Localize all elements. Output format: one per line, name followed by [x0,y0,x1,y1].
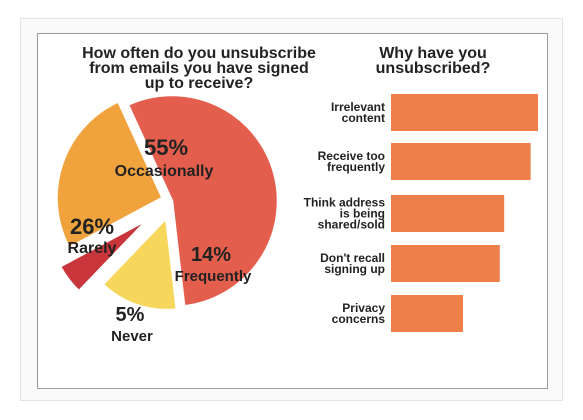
pie-label-occasionally: Occasionally [115,163,214,180]
bar-receive-too-frequently [391,143,531,180]
pie-percent-occasionally: 55% [144,135,188,160]
bar-label-receive-too-frequently: Receive too frequently [318,149,386,174]
pie-percent-rarely: 26% [70,214,114,239]
bar-chart-title: Why have you unsubscribed? [375,45,491,77]
pie-slice-never [58,218,150,294]
bar-don-t-recall-signing-up [391,245,500,282]
pie-chart-title: How often do you unsubscribe from emails… [82,45,316,92]
bar-label-don-t-recall-signing-up: Don't recall signing up [320,251,385,276]
pie-label-never: Never [111,328,153,345]
bar-think-address-is-being-shared-sold [391,195,505,232]
pie-label-frequently: Frequently [175,268,252,285]
pie-percent-frequently: 14% [191,244,231,266]
bar-irrelevant-content [391,94,538,131]
bar-label-think-address-is-being-shared-sold: Think address is being shared/sold [304,196,386,232]
pie-label-rarely: Rarely [68,240,117,257]
infographic-frame: How often do you unsubscribe from emails… [37,33,548,389]
bar-privacy-concerns [391,295,464,332]
bar-label-irrelevant-content: Irrelevant content [331,100,385,125]
pie-slice-frequently [100,215,179,312]
chart-canvas: 55% Occasionally 14% Frequently 5% Never 26%Ra… [55,93,538,345]
pie-slice-occasionally [126,93,280,308]
pie-percent-never: 5% [116,304,145,326]
bar-label-privacy-concerns: Privacy concerns [332,301,386,326]
pie-slice-rarely [55,99,165,250]
